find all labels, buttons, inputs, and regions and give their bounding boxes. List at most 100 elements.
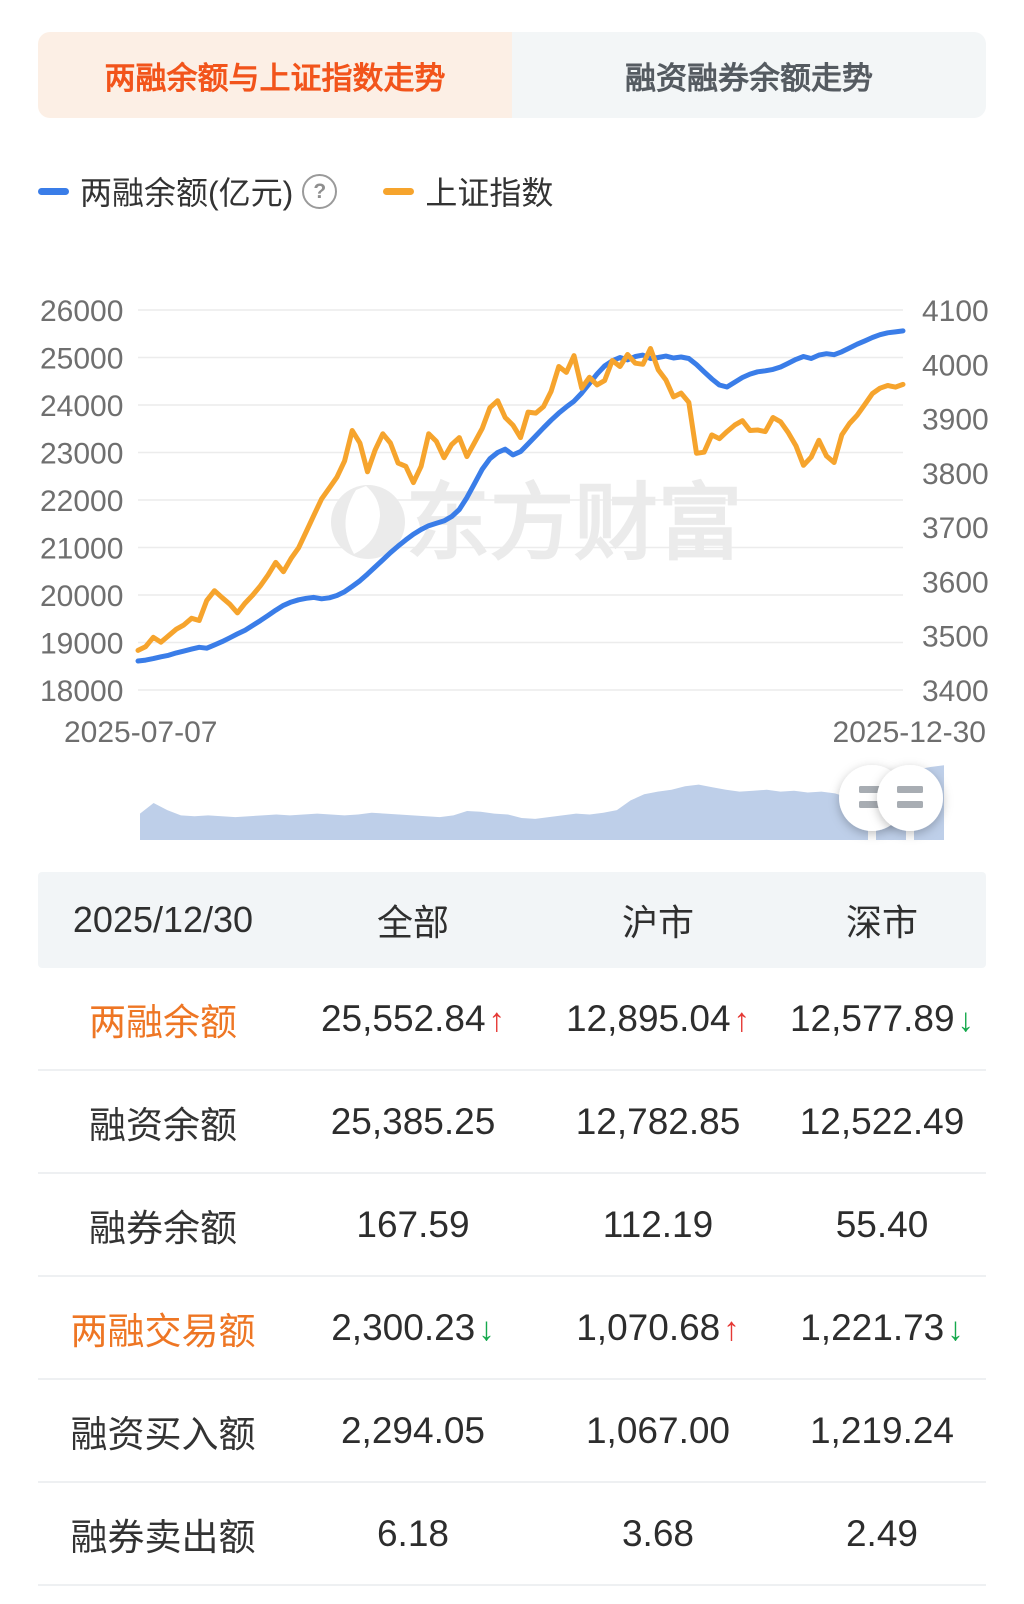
cell-value: 12,895.04 [565,997,731,1039]
svg-text:4000: 4000 [922,349,989,382]
row-label: 两融余额 [89,1001,237,1043]
svg-text:东方财富: 东方财富 [406,476,742,570]
table-date-header: 2025/12/30 [72,899,254,940]
navigator-area[interactable] [140,765,944,840]
svg-text:3400: 3400 [922,675,989,708]
svg-text:3800: 3800 [922,458,989,491]
row-label: 融券卖出额 [70,1516,256,1558]
legend-item-index[interactable]: 上证指数 [383,168,553,214]
handle-grip-icon [897,801,923,808]
table-column-header: 全部 [376,902,449,943]
cell-value: 2.49 [845,1512,918,1554]
table-cell: 112.19 [538,1204,778,1246]
trend-chart[interactable]: 26000 25000 24000 23000 22000 21000 20000 19000… [0,280,1024,860]
down-arrow-icon: ↓ [957,1000,975,1038]
gridlines [138,309,903,691]
table-cell: 25,385.25 [288,1101,538,1143]
help-icon[interactable]: ? [302,173,338,209]
table-cell: 167.59 [288,1204,538,1246]
table-cell: 2,294.05 [288,1410,538,1452]
table-header: 2025/12/30 全部 沪市 深市 [38,872,986,968]
up-arrow-icon: ↑ [488,1000,506,1038]
svg-text:19000: 19000 [40,628,123,661]
table-cell: 2.49 [778,1513,986,1555]
x-axis-labels: 2025-07-07 2025-12-30 [64,716,986,749]
table-cell: 6.18 [288,1513,538,1555]
table-cell: 12,577.89↓ [778,998,986,1040]
up-arrow-icon: ↑ [733,1000,751,1038]
down-arrow-icon: ↓ [478,1309,495,1347]
tab-margin-balance-trend[interactable]: 融资融券余额走势 [512,32,986,118]
cell-value: 12,782.85 [575,1100,741,1142]
chart-tabs: 两融余额与上证指数走势 融资融券余额走势 [38,32,986,118]
handle-grip-icon [897,786,923,793]
balance-line [135,328,906,664]
svg-text:20000: 20000 [40,580,123,613]
cell-value: 25,552.84 [320,997,486,1039]
row-label: 融券余额 [89,1207,237,1249]
cell-value: 167.59 [356,1203,470,1245]
right-axis-labels: 4100 4000 3900 3800 3700 3600 3500 3400 [922,295,989,708]
row-label: 融资买入额 [70,1413,256,1455]
svg-text:25000: 25000 [40,343,123,376]
index-line [135,346,906,653]
table-cell: 12,782.85 [538,1101,778,1143]
svg-text:18000: 18000 [40,675,123,708]
svg-text:24000: 24000 [40,390,123,423]
cell-value: 6.18 [376,1512,449,1554]
cell-value: 25,385.25 [330,1100,496,1142]
navigator-right-handle[interactable] [877,752,943,844]
svg-text:26000: 26000 [40,295,123,328]
cell-value: 12,577.89 [789,997,955,1039]
table-row: 融券卖出额 6.18 3.68 2.49 [38,1483,986,1586]
down-arrow-icon: ↓ [947,1309,964,1347]
table-cell: 1,221.73↓ [778,1307,986,1349]
svg-text:3900: 3900 [922,404,989,437]
left-axis-labels: 26000 25000 24000 23000 22000 21000 20000 19000… [40,295,123,708]
cell-value: 1,219.24 [809,1409,955,1451]
cell-value: 2,294.05 [340,1409,486,1451]
svg-text:22000: 22000 [40,485,123,518]
table-cell: 1,067.00 [538,1410,778,1452]
cell-value: 55.40 [835,1203,929,1245]
margin-data-table: 2025/12/30 全部 沪市 深市 两融余额 25,552.84↑ 12,895.04↑… [38,872,986,1586]
svg-text:3700: 3700 [922,512,989,545]
chart-canvas[interactable]: 26000 25000 24000 23000 22000 21000 20000 19000… [0,280,1024,860]
table-row: 融券余额 167.59 112.19 55.40 [38,1174,986,1277]
legend-item-balance[interactable]: 两融余额(亿元) ? [38,168,338,214]
cell-value: 2,300.23 [331,1306,476,1348]
svg-text:23000: 23000 [40,438,123,471]
balance-series-swatch [38,187,69,195]
cell-value: 3.68 [621,1512,694,1554]
svg-text:2025-12-30: 2025-12-30 [833,716,986,749]
table-row: 融资余额 25,385.25 12,782.85 12,522.49 [38,1071,986,1174]
table-column-header: 深市 [845,902,918,943]
svg-text:2025-07-07: 2025-07-07 [64,716,217,749]
cell-value: 1,067.00 [585,1409,731,1451]
cell-value: 112.19 [602,1203,714,1245]
up-arrow-icon: ↑ [723,1309,740,1347]
tab-balance-vs-index-trend[interactable]: 两融余额与上证指数走势 [38,32,512,118]
table-cell: 12,895.04↑ [538,998,778,1040]
table-cell: 55.40 [778,1204,986,1246]
cell-value: 1,221.73 [800,1306,945,1348]
svg-text:21000: 21000 [40,533,123,566]
table-row: 融资买入额 2,294.05 1,067.00 1,219.24 [38,1380,986,1483]
svg-text:3600: 3600 [922,566,989,599]
row-label: 两融交易额 [70,1310,256,1352]
table-cell: 12,522.49 [778,1101,986,1143]
table-cell: 2,300.23↓ [288,1307,538,1349]
index-series-swatch [383,187,415,195]
svg-text:4100: 4100 [922,295,989,328]
row-label: 融资余额 [89,1104,237,1146]
table-row: 两融余额 25,552.84↑ 12,895.04↑ 12,577.89↓ [38,968,986,1071]
table-column-header: 沪市 [621,902,694,943]
table-cell: 25,552.84↑ [288,998,538,1040]
legend-label-index: 上证指数 [425,175,554,211]
table-cell: 3.68 [538,1513,778,1555]
table-cell: 1,219.24 [778,1410,986,1452]
legend-label-balance: 两融余额(亿元) [80,175,294,211]
chart-legend: 两融余额(亿元) ? 上证指数 [38,168,986,214]
watermark: 东方财富 [331,476,742,570]
cell-value: 12,522.49 [799,1100,965,1142]
